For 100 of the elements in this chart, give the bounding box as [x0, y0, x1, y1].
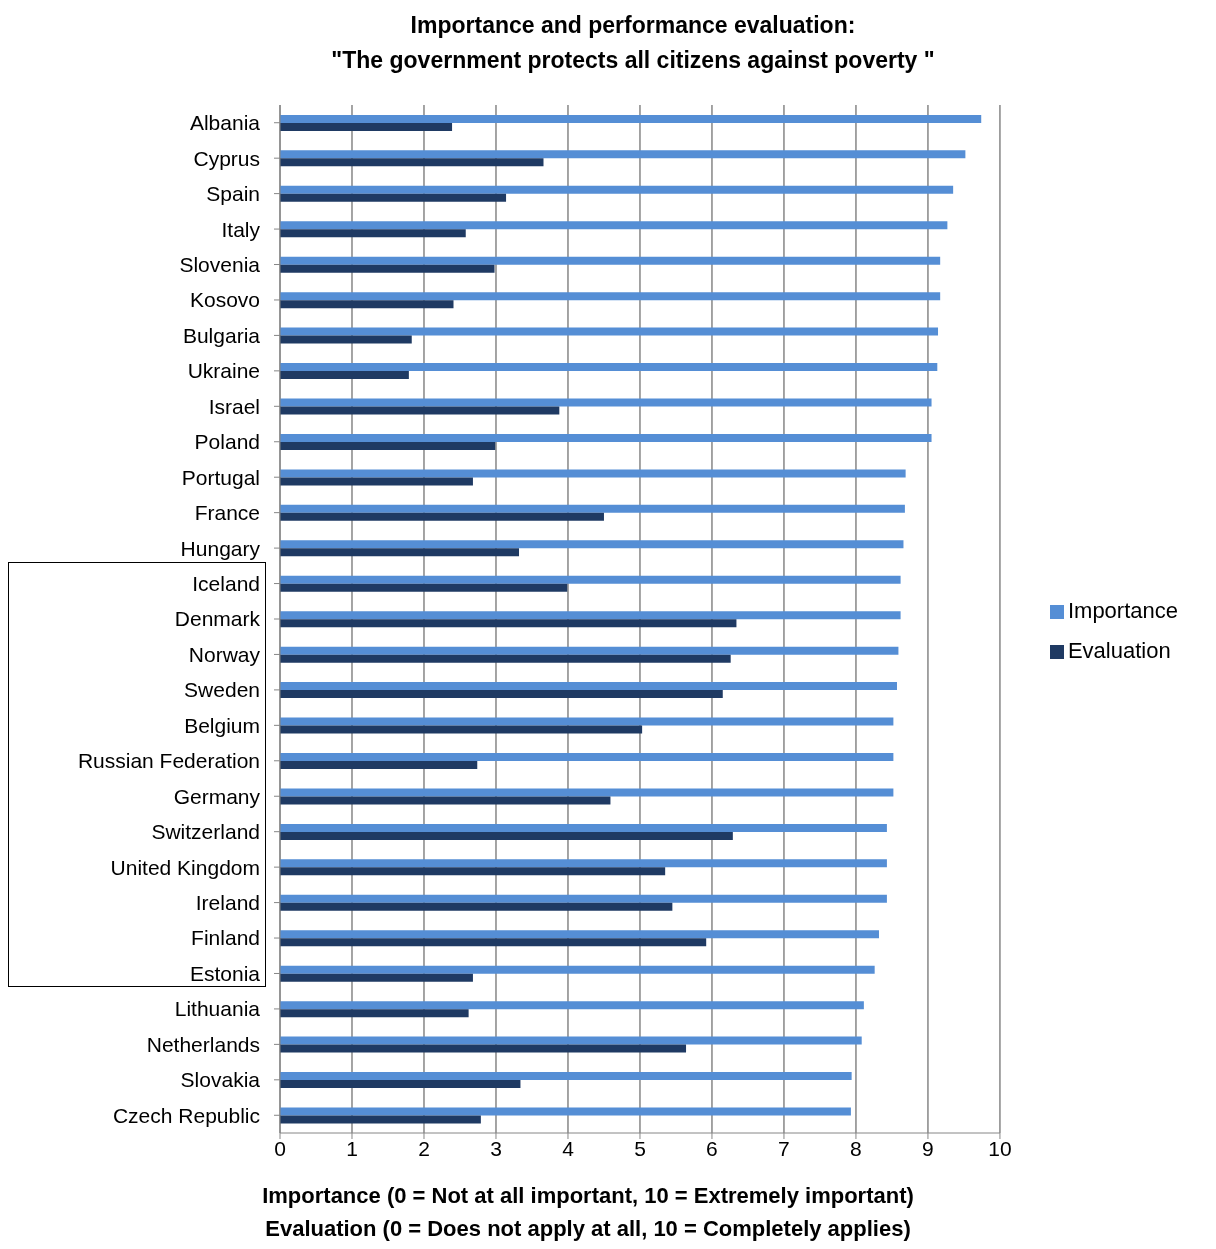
y-tick-label: Cyprus — [193, 146, 260, 170]
bar — [280, 335, 412, 344]
y-tick-label: Czech Republic — [112, 1103, 260, 1127]
bar — [280, 540, 904, 549]
y-tick-label: Bulgaria — [182, 323, 261, 347]
y-tick-label: Lithuania — [174, 997, 261, 1021]
bar — [280, 902, 673, 911]
bar — [280, 512, 604, 521]
bar — [280, 611, 901, 620]
y-tick-label: Portugal — [181, 465, 260, 489]
y-tick-label: Russian Federation — [77, 749, 260, 773]
bar — [280, 583, 568, 592]
x-tick-label: 2 — [418, 1136, 430, 1160]
y-tick-label: Slovakia — [180, 1068, 261, 1092]
x-tick-label: 10 — [988, 1136, 1012, 1160]
y-tick-label: Israel — [208, 394, 260, 418]
bar — [280, 796, 611, 805]
bar — [280, 619, 737, 628]
bar — [280, 221, 948, 230]
bar — [280, 788, 894, 797]
bar — [280, 114, 982, 123]
y-tick-label: Kosovo — [189, 288, 260, 312]
y-tick-label: Denmark — [174, 607, 261, 631]
bar — [280, 725, 643, 734]
bar — [280, 406, 560, 415]
bar — [280, 292, 941, 301]
y-tick-label: Albania — [189, 111, 261, 135]
y-tick-label: Hungary — [180, 536, 261, 560]
y-tick-label: Iceland — [192, 572, 260, 596]
bar — [280, 398, 932, 407]
x-tick-label: 7 — [778, 1136, 790, 1160]
bar — [280, 646, 899, 655]
bar — [280, 371, 409, 380]
y-tick-label: Spain — [206, 182, 260, 206]
bar — [280, 938, 707, 947]
bar — [280, 150, 966, 159]
bar — [280, 504, 905, 513]
bar — [280, 1107, 851, 1116]
y-tick-label: Switzerland — [151, 820, 260, 844]
y-tick-label: Slovenia — [179, 252, 261, 276]
bar — [280, 433, 932, 442]
bar — [280, 752, 894, 761]
bar — [280, 894, 887, 903]
x-axis-title: Importance (0 = Not at all important, 10 = Extremely important) Evaluation (0 = Does not apply at all, 10 = Completely applies) — [261, 1182, 915, 1243]
bar — [280, 859, 887, 868]
y-tick-label: Germany — [173, 784, 261, 808]
y-tick-label: France — [194, 501, 260, 525]
bar — [280, 717, 894, 726]
bar — [280, 300, 454, 309]
bar — [280, 441, 496, 450]
x-tick-label: 0 — [274, 1136, 286, 1160]
x-tick-label: 6 — [706, 1136, 718, 1160]
y-tick-label: Ireland — [195, 891, 260, 915]
chart-title: Importance and performance evaluation: "The government protects all citizens against poverty " — [330, 11, 936, 75]
y-tick-label: Norway — [188, 642, 261, 666]
y-tick-label: Belgium — [184, 713, 260, 737]
bar — [280, 973, 473, 982]
legend-label: Importance — [1067, 597, 1178, 623]
bar — [280, 548, 520, 557]
bar — [280, 1036, 862, 1045]
bar — [280, 193, 507, 202]
bar — [280, 654, 731, 663]
bar — [280, 760, 478, 769]
bar — [280, 229, 466, 238]
x-tick-label: 9 — [922, 1136, 934, 1160]
x-tick-label: 4 — [562, 1136, 575, 1160]
y-tick-label: Italy — [221, 217, 261, 241]
bar — [280, 327, 939, 336]
bar — [280, 690, 723, 699]
bar — [280, 1072, 852, 1081]
bar — [280, 867, 666, 876]
bar — [280, 363, 938, 372]
bar — [280, 1009, 469, 1018]
bar — [280, 256, 941, 265]
bar — [280, 185, 954, 194]
bar — [280, 1080, 521, 1089]
x-tick-label: 1 — [346, 1136, 358, 1160]
bar — [280, 264, 495, 273]
bar — [280, 1115, 481, 1124]
bar — [280, 1001, 864, 1010]
bar — [280, 1044, 687, 1053]
y-tick-label: Poland — [194, 430, 260, 454]
bar — [280, 965, 875, 974]
y-tick-label: Sweden — [184, 678, 260, 702]
legend-label: Evaluation — [1067, 637, 1171, 663]
x-tick-label: 5 — [634, 1136, 646, 1160]
x-tick-label: 3 — [490, 1136, 502, 1160]
bar — [280, 831, 733, 840]
bar — [280, 682, 897, 691]
x-tick-label: 8 — [850, 1136, 862, 1160]
bar — [280, 122, 453, 131]
bar — [280, 823, 887, 832]
bar — [280, 158, 544, 167]
bar — [280, 930, 879, 939]
y-tick-label: Finland — [191, 926, 260, 950]
bar — [280, 469, 906, 478]
y-tick-label: Netherlands — [146, 1032, 260, 1056]
bar — [280, 477, 473, 486]
bar — [280, 575, 901, 584]
y-tick-label: United Kingdom — [110, 855, 260, 879]
